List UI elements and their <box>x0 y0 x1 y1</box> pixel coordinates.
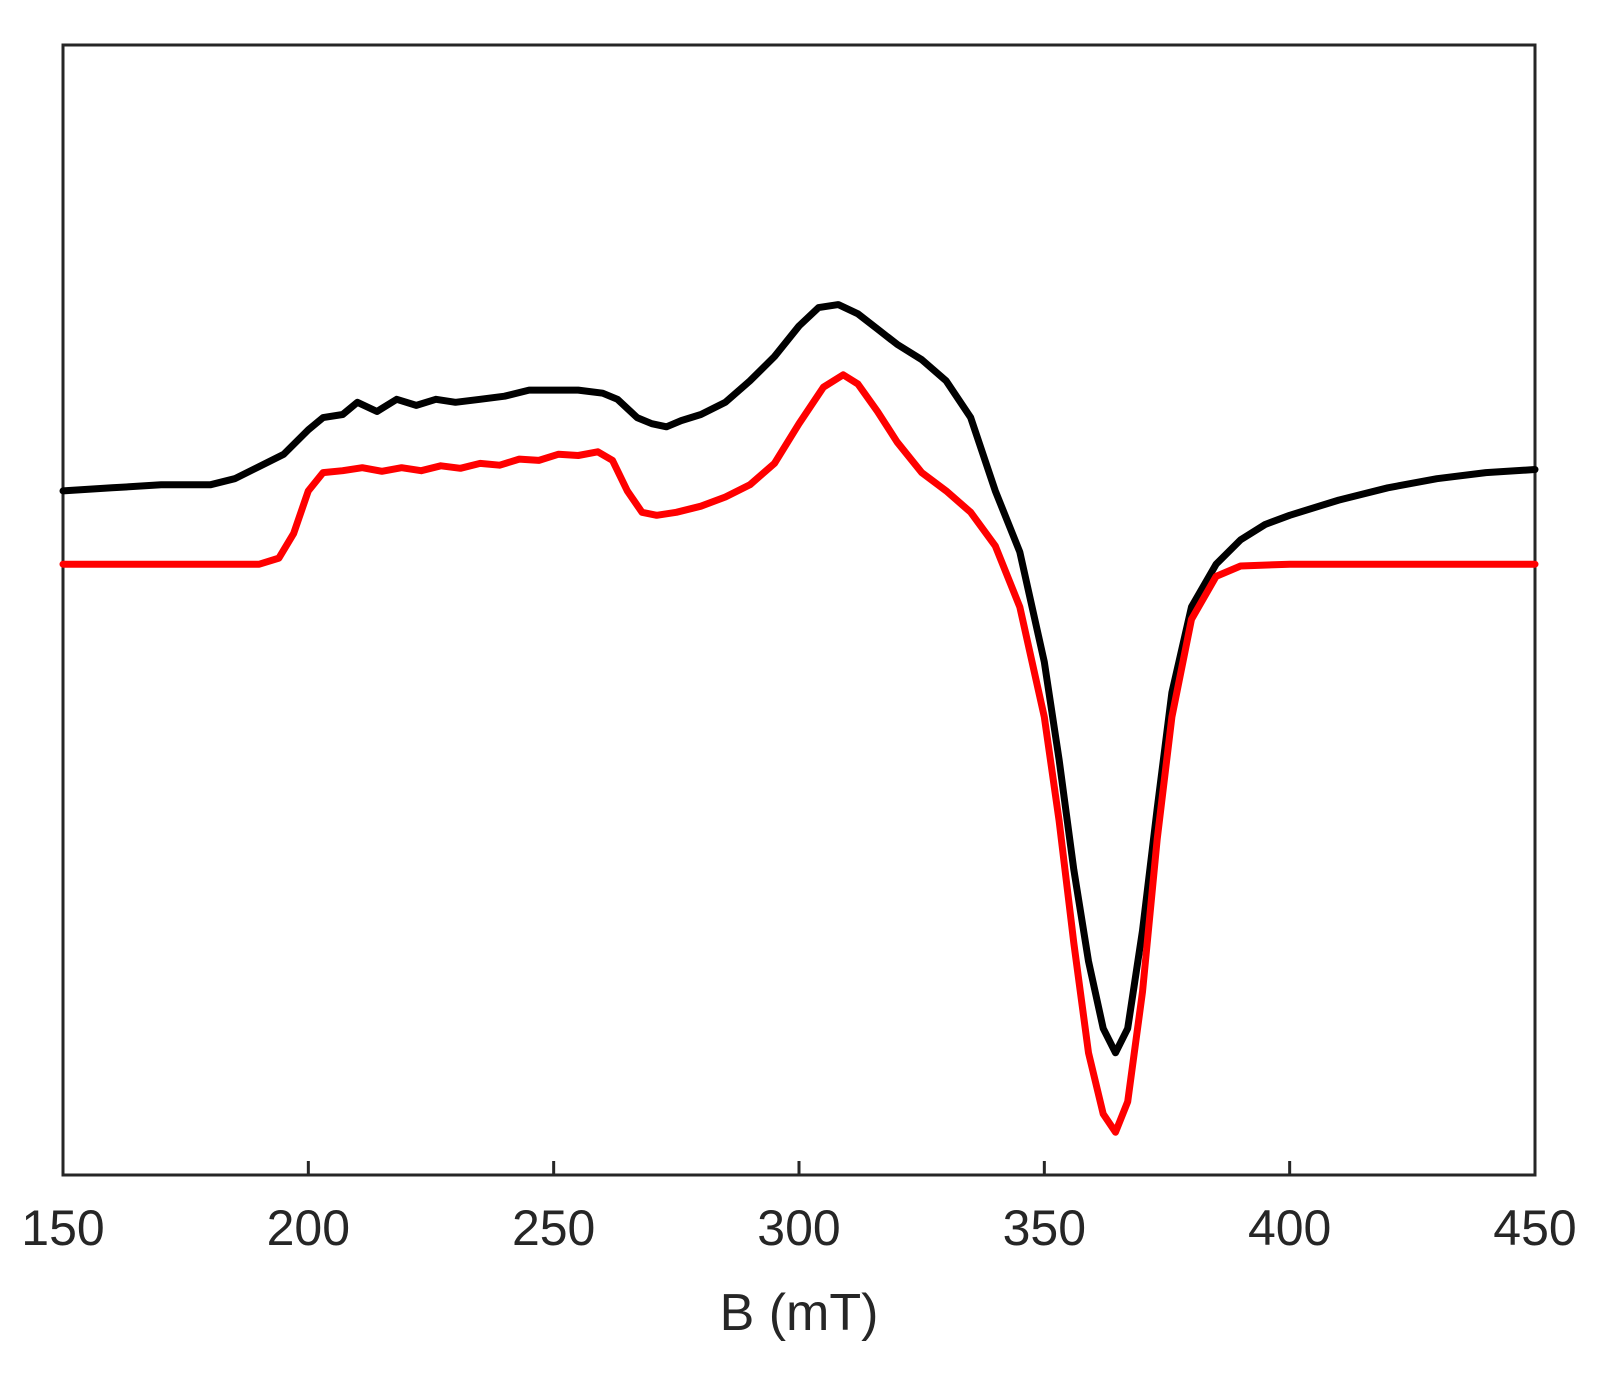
x-tick-label: 200 <box>267 1200 350 1256</box>
series-layer <box>59 301 1539 1136</box>
x-axis-label: B (mT) <box>720 1284 879 1342</box>
x-tick-label: 450 <box>1493 1200 1576 1256</box>
x-tick-label: 350 <box>1003 1200 1086 1256</box>
x-tick-label: 250 <box>512 1200 595 1256</box>
x-tick-label: 300 <box>757 1200 840 1256</box>
series-line-2 <box>59 371 1539 1136</box>
x-tick-label: 150 <box>21 1200 104 1256</box>
plot-area <box>61 43 1537 1177</box>
x-axis-ticks: 150 200 250 300 350 400 450 <box>21 1161 1577 1256</box>
x-tick-label: 400 <box>1248 1200 1331 1256</box>
plot-frame <box>61 43 1537 1177</box>
series-line-1 <box>59 301 1539 1057</box>
